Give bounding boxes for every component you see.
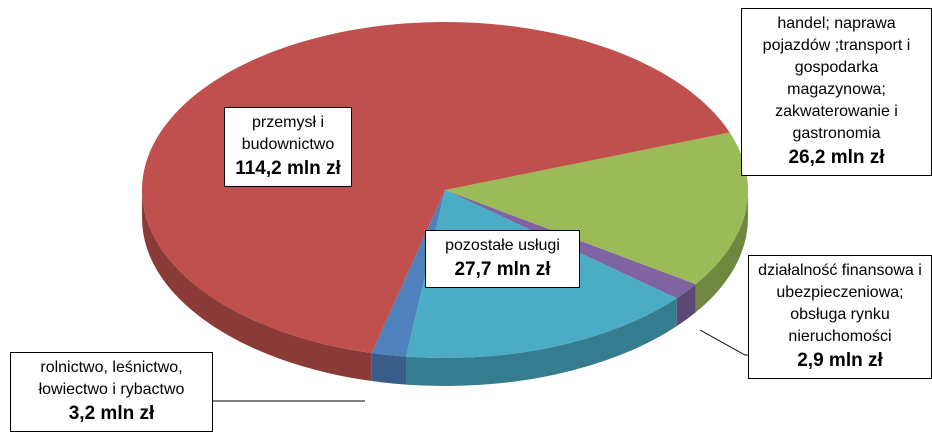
slice [445,132,749,285]
category-label: handel; naprawa pojazdów ;transport i go… [762,15,911,142]
slice-side [371,353,407,385]
slice-side [676,284,696,327]
value-label: 27,7 mln zł [454,259,551,280]
category-label: działalność finansowa i ubezpieczeniowa;… [758,262,922,345]
value-label: 2,9 mln zł [797,350,883,371]
slice-side [695,190,748,313]
slice-label: rolnictwo, leśnictwo, łowiectwo i rybact… [10,352,213,432]
slice-label: handel; naprawa pojazdów ;transport i go… [741,8,932,176]
slice-side [406,298,677,386]
slice-label: działalność finansowa i ubezpieczeniowa;… [748,255,932,379]
slice-label: przemysł i budownictwo 114,2 mln zł [224,107,352,187]
slice-side [142,190,372,382]
value-label: 114,2 mln zł [235,158,341,179]
category-label: rolnictwo, leśnictwo, łowiectwo i rybact… [38,359,185,398]
value-label: 3,2 mln zł [68,403,155,424]
slice-label: pozostałe usługi 27,7 mln zł [425,230,580,288]
value-label: 26,2 mln zł [788,147,885,168]
slice [141,22,730,354]
category-label: pozostałe usługi [445,237,560,254]
category-label: przemysł i budownictwo [241,114,335,153]
leader-line [699,329,750,356]
